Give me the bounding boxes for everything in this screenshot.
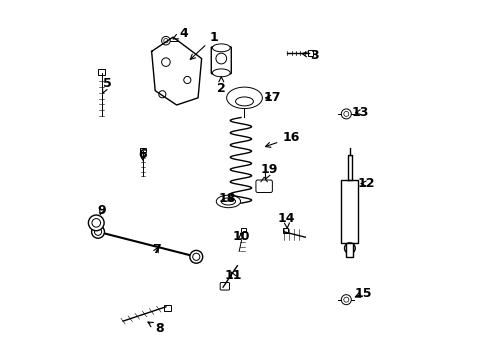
FancyBboxPatch shape — [283, 228, 287, 233]
Ellipse shape — [235, 97, 253, 106]
Ellipse shape — [212, 44, 230, 52]
FancyBboxPatch shape — [255, 180, 272, 193]
Text: 5: 5 — [102, 77, 111, 93]
Text: 18: 18 — [218, 192, 236, 205]
Text: 15: 15 — [354, 287, 371, 300]
Circle shape — [88, 215, 104, 231]
Circle shape — [159, 91, 165, 98]
Text: 3: 3 — [302, 49, 318, 62]
Text: 4: 4 — [173, 27, 188, 40]
Text: 2: 2 — [217, 77, 225, 95]
FancyBboxPatch shape — [220, 283, 229, 290]
Text: 6: 6 — [138, 148, 147, 162]
Text: 16: 16 — [265, 131, 299, 147]
FancyBboxPatch shape — [307, 50, 313, 56]
FancyBboxPatch shape — [164, 305, 170, 311]
Text: 17: 17 — [263, 91, 281, 104]
Circle shape — [341, 295, 350, 305]
FancyBboxPatch shape — [341, 180, 358, 243]
Text: 8: 8 — [148, 322, 163, 336]
Circle shape — [344, 243, 354, 253]
Circle shape — [162, 36, 170, 45]
Circle shape — [216, 53, 226, 64]
Circle shape — [183, 76, 190, 84]
FancyBboxPatch shape — [346, 243, 353, 257]
Text: 9: 9 — [97, 204, 106, 217]
Text: 1: 1 — [190, 31, 218, 59]
Circle shape — [163, 39, 168, 43]
FancyBboxPatch shape — [240, 228, 245, 232]
FancyBboxPatch shape — [98, 69, 104, 75]
Circle shape — [189, 250, 203, 263]
Ellipse shape — [216, 195, 240, 208]
Circle shape — [162, 58, 170, 66]
Text: 12: 12 — [356, 177, 374, 190]
Ellipse shape — [221, 198, 235, 205]
Ellipse shape — [226, 87, 262, 109]
Circle shape — [92, 219, 101, 227]
Circle shape — [341, 109, 350, 119]
Ellipse shape — [212, 69, 230, 77]
Text: 14: 14 — [277, 212, 295, 228]
Text: 13: 13 — [351, 105, 368, 119]
Text: 19: 19 — [260, 163, 278, 179]
FancyBboxPatch shape — [140, 148, 145, 153]
Text: 10: 10 — [232, 230, 249, 243]
Circle shape — [343, 297, 348, 302]
Circle shape — [94, 228, 102, 235]
FancyBboxPatch shape — [211, 47, 231, 74]
Text: 11: 11 — [224, 269, 242, 282]
Text: 7: 7 — [152, 243, 161, 256]
Circle shape — [91, 225, 104, 238]
Circle shape — [192, 253, 200, 260]
Circle shape — [343, 111, 348, 116]
